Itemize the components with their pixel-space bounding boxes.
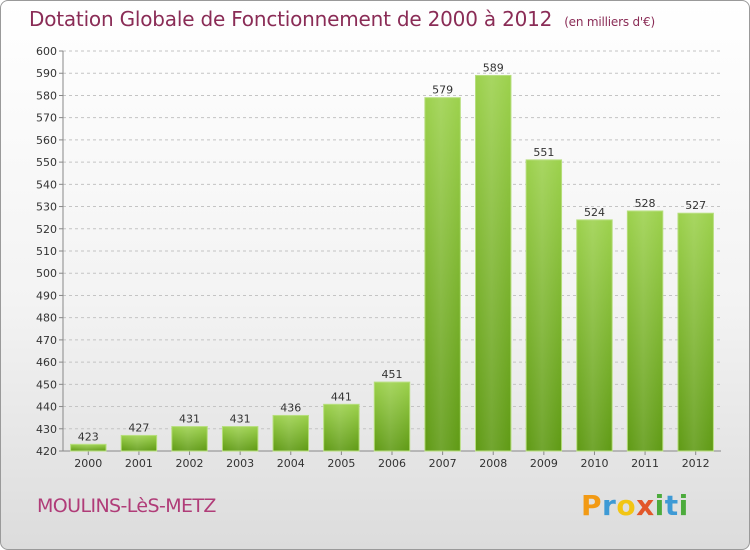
y-tick-label: 520 bbox=[36, 223, 57, 236]
y-tick-label: 590 bbox=[36, 67, 57, 80]
data-label: 451 bbox=[382, 368, 403, 381]
data-label: 431 bbox=[179, 413, 200, 426]
x-tick-label: 2009 bbox=[530, 457, 558, 470]
y-tick-label: 530 bbox=[36, 201, 57, 214]
y-tick-label: 510 bbox=[36, 245, 57, 258]
axes: 420 430 440 450 460 470 480 490 500 510 520 530 540 5… bbox=[36, 45, 721, 458]
y-tick-label: 550 bbox=[36, 156, 57, 169]
x-tick-label: 2011 bbox=[631, 457, 659, 470]
x-tick-label: 2006 bbox=[378, 457, 406, 470]
labels: 423 2000 427 2001 431 2002 431 2003 436 2004 441 20… bbox=[74, 61, 709, 470]
data-label: 436 bbox=[280, 401, 301, 414]
bar-shine bbox=[627, 211, 663, 451]
y-tick-label: 450 bbox=[36, 378, 57, 391]
chart-title: Dotation Globale de Fonctionnement de 20… bbox=[29, 7, 655, 31]
bar-shine bbox=[374, 382, 410, 451]
y-tick-label: 430 bbox=[36, 423, 57, 436]
x-tick-label: 2012 bbox=[682, 457, 710, 470]
x-tick-label: 2002 bbox=[176, 457, 204, 470]
data-label: 524 bbox=[584, 206, 605, 219]
bar-shine bbox=[171, 426, 208, 451]
x-tick-label: 2010 bbox=[580, 457, 608, 470]
unit-label: (en milliers d'€) bbox=[564, 15, 655, 29]
data-label: 431 bbox=[230, 413, 251, 426]
x-tick-label: 2008 bbox=[479, 457, 507, 470]
x-tick-label: 2004 bbox=[277, 457, 305, 470]
bar-shine bbox=[526, 159, 562, 451]
y-tick-label: 570 bbox=[36, 112, 57, 125]
bar-shine bbox=[70, 444, 107, 451]
y-tick-label: 500 bbox=[36, 267, 57, 280]
bar-shine bbox=[677, 213, 714, 451]
y-tick-label: 560 bbox=[36, 134, 57, 147]
y-tick-label: 480 bbox=[36, 312, 57, 325]
commune-name: MOULINS-LèS-METZ bbox=[37, 495, 216, 517]
data-label: 579 bbox=[432, 84, 453, 97]
x-tick-label: 2003 bbox=[226, 457, 254, 470]
data-label: 423 bbox=[78, 430, 99, 443]
data-label: 528 bbox=[635, 197, 656, 210]
x-tick-label: 2007 bbox=[429, 457, 457, 470]
bar-shine bbox=[222, 426, 258, 451]
y-tick-label: 490 bbox=[36, 289, 57, 302]
data-label: 551 bbox=[533, 146, 554, 159]
data-label: 589 bbox=[483, 61, 504, 74]
y-tick-label: 470 bbox=[36, 334, 57, 347]
proxiti-logo: Proxiti bbox=[581, 489, 689, 522]
title-text: Dotation Globale de Fonctionnement de 20… bbox=[29, 7, 553, 31]
bar-shine bbox=[273, 415, 309, 451]
bar-shine bbox=[424, 97, 461, 452]
x-tick-label: 2000 bbox=[74, 457, 102, 470]
bar-shine bbox=[475, 75, 511, 451]
bar-shine bbox=[121, 435, 157, 451]
y-tick-label: 440 bbox=[36, 401, 57, 414]
x-tick-label: 2005 bbox=[327, 457, 355, 470]
y-tick-label: 600 bbox=[36, 45, 57, 58]
y-tick-label: 460 bbox=[36, 356, 57, 369]
data-label: 527 bbox=[685, 199, 706, 212]
x-tick-label: 2001 bbox=[125, 457, 153, 470]
y-tick-label: 420 bbox=[36, 445, 57, 458]
y-tick-label: 540 bbox=[36, 178, 57, 191]
bar-shine bbox=[323, 404, 360, 451]
y-tick-label: 580 bbox=[36, 89, 57, 102]
bars bbox=[70, 74, 714, 452]
data-label: 441 bbox=[331, 390, 352, 403]
bar-shine bbox=[576, 219, 613, 451]
data-label: 427 bbox=[128, 421, 149, 434]
